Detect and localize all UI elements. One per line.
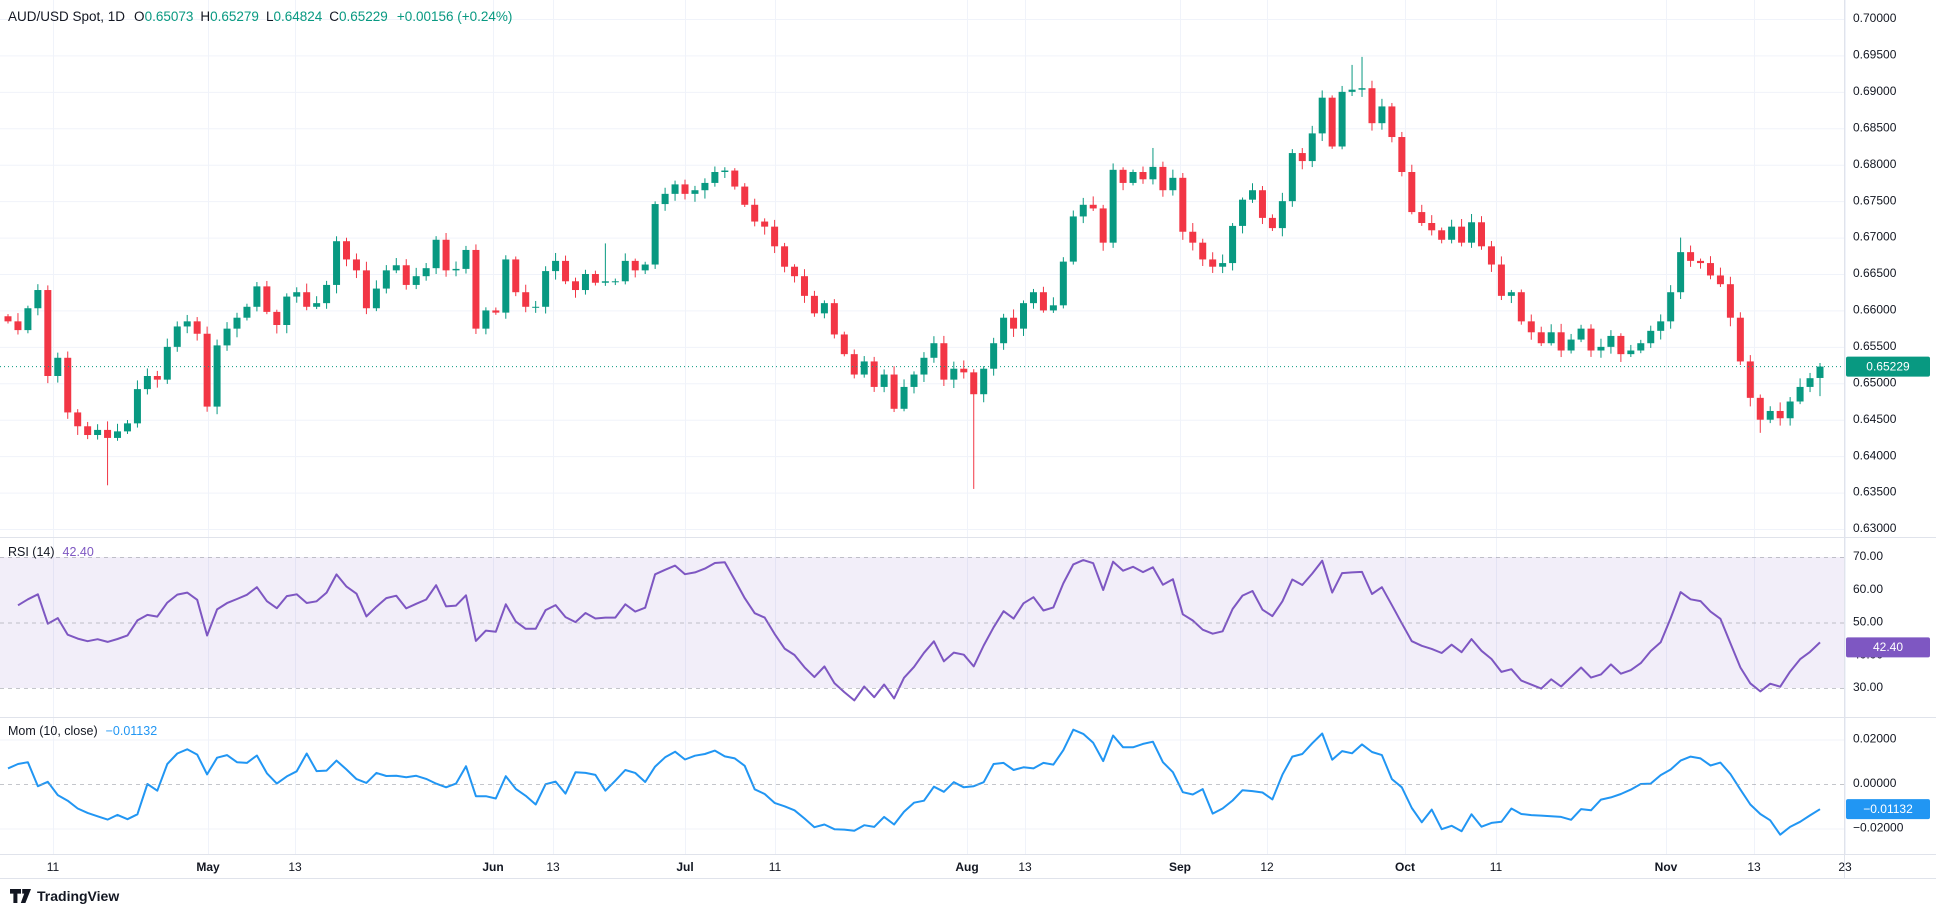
svg-text:0.68500: 0.68500 [1853, 120, 1897, 134]
svg-text:−0.02000: −0.02000 [1853, 821, 1904, 835]
svg-text:50.00: 50.00 [1853, 615, 1883, 629]
svg-text:23: 23 [1838, 860, 1852, 874]
mom-value: −0.01132 [105, 724, 158, 738]
svg-text:11: 11 [1490, 860, 1503, 874]
indicator-levels [0, 557, 1844, 785]
svg-text:70.00: 70.00 [1853, 549, 1883, 563]
svg-text:60.00: 60.00 [1853, 582, 1883, 596]
svg-text:Jul: Jul [676, 860, 693, 874]
symbol-title[interactable]: AUD/USD Spot, 1D [8, 9, 126, 24]
svg-text:Aug: Aug [955, 860, 978, 874]
momentum-line [7, 728, 1821, 836]
svg-text:0.70000: 0.70000 [1853, 11, 1897, 25]
svg-text:0.66500: 0.66500 [1853, 266, 1897, 280]
low-readout: L0.64824 [265, 9, 323, 24]
candles-layer [4, 56, 1824, 489]
svg-text:30.00: 30.00 [1853, 680, 1883, 694]
ohlc-readout: O0.65073 H0.65279 L0.64824 C0.65229 [134, 9, 388, 24]
mom-label[interactable]: Mom (10, close) [8, 724, 98, 738]
svg-text:0.00000: 0.00000 [1853, 776, 1897, 790]
mom-indicator-legend: Mom (10, close) −0.01132 [8, 724, 157, 738]
svg-text:0.69000: 0.69000 [1853, 84, 1897, 98]
svg-text:0.64500: 0.64500 [1853, 412, 1897, 426]
price-badge: 0.65229 [1846, 356, 1930, 377]
tradingview-logo[interactable]: TradingView [10, 888, 119, 904]
svg-text:Jun: Jun [482, 860, 503, 874]
svg-text:0.66000: 0.66000 [1853, 303, 1897, 317]
value-badges: 0.65229 42.40 −0.01132 [1846, 356, 1930, 820]
close-readout: C0.65229 [329, 9, 388, 24]
high-readout: H0.65279 [200, 9, 259, 24]
time-scale[interactable]: 11 May 13 Jun 13 Jul 11 Aug 13 Sep 12 Oct 11 Nov 13 23 [47, 860, 1852, 874]
rsi-indicator-legend: RSI (14) 42.40 [8, 545, 94, 559]
tradingview-logo-text: TradingView [37, 888, 120, 904]
mom-badge: −0.01132 [1846, 799, 1930, 820]
svg-text:Sep: Sep [1169, 860, 1191, 874]
tradingview-logo-icon [10, 889, 31, 903]
svg-text:May: May [196, 860, 220, 874]
svg-text:0.63000: 0.63000 [1853, 521, 1897, 535]
svg-text:0.65500: 0.65500 [1853, 339, 1897, 353]
svg-text:12: 12 [1260, 860, 1274, 874]
svg-text:13: 13 [288, 860, 302, 874]
rsi-line [17, 559, 1821, 702]
svg-text:0.65229: 0.65229 [1866, 359, 1910, 373]
svg-text:0.69500: 0.69500 [1853, 48, 1897, 62]
series-layer [0, 56, 1844, 836]
rsi-badge: 42.40 [1846, 637, 1930, 658]
svg-text:13: 13 [1747, 860, 1761, 874]
price-scale[interactable]: 0.70000 0.69500 0.69000 0.68500 0.68000 0.675… [1853, 11, 1904, 835]
svg-text:11: 11 [769, 860, 782, 874]
rsi-label[interactable]: RSI (14) [8, 545, 55, 559]
open-readout: O0.65073 [134, 9, 194, 24]
svg-text:−0.01132: −0.01132 [1863, 802, 1913, 816]
svg-text:0.64000: 0.64000 [1853, 448, 1897, 462]
svg-text:11: 11 [47, 860, 60, 874]
rsi-value: 42.40 [62, 545, 94, 559]
svg-text:0.67000: 0.67000 [1853, 230, 1897, 244]
svg-text:13: 13 [546, 860, 560, 874]
change-readout: +0.00156 (+0.24%) [396, 9, 513, 24]
symbol-legend: AUD/USD Spot, 1D O0.65073 H0.65279 L0.64… [8, 9, 512, 24]
svg-text:0.02000: 0.02000 [1853, 732, 1897, 746]
svg-text:0.68000: 0.68000 [1853, 157, 1897, 171]
grid-layer [0, 0, 1846, 855]
svg-text:0.67500: 0.67500 [1853, 193, 1897, 207]
svg-text:0.63500: 0.63500 [1853, 485, 1897, 499]
svg-text:13: 13 [1018, 860, 1032, 874]
svg-text:Nov: Nov [1655, 860, 1678, 874]
svg-text:0.65000: 0.65000 [1853, 375, 1897, 389]
svg-text:Oct: Oct [1395, 860, 1415, 874]
panel-borders [0, 0, 1936, 879]
svg-text:42.40: 42.40 [1873, 640, 1903, 654]
